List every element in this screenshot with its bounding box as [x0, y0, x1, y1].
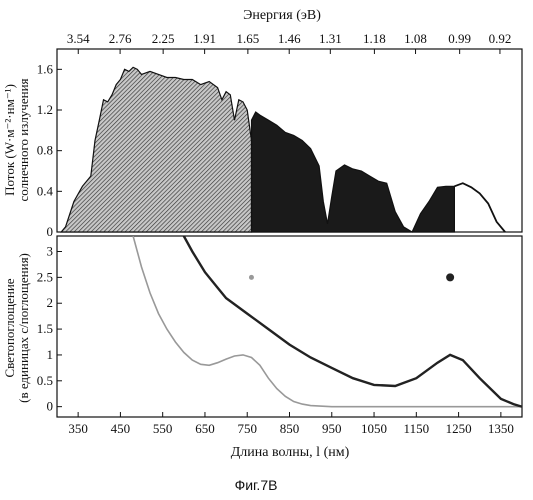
x-tick-label: 1150: [404, 421, 430, 436]
x-tick-label: 1350: [488, 421, 514, 436]
figure-caption: Фиг.7В: [235, 477, 278, 493]
top-tick-label: 0.92: [489, 31, 512, 46]
x-tick-label: 350: [68, 421, 88, 436]
top-tick-label: 0.99: [448, 31, 471, 46]
x-tick-label: 950: [322, 421, 342, 436]
x-tick-label: 650: [195, 421, 215, 436]
bottom-y-tick-label: 1.5: [37, 321, 53, 336]
solar-flux-panel: 0 0.4 0.8 1.2 1.6 Поток (W·м⁻²·нм⁻¹) солнечн…: [2, 49, 522, 239]
bottom-y-tick-label: 1: [47, 347, 54, 362]
top-y-tick-label: 0: [47, 224, 54, 239]
bottom-panel-frame: [57, 236, 522, 417]
top-y-tick-label: 1.2: [37, 102, 53, 117]
bottom-x-ticks: 350 450 550 650 750 850 950 1050 1150 1250 1350: [68, 412, 513, 436]
top-tick-label: 1.08: [404, 31, 427, 46]
bottom-ylabel-line2: (в единицах с/поглощения): [16, 253, 31, 403]
x-tick-label: 550: [153, 421, 173, 436]
top-tick-label: 1.65: [236, 31, 259, 46]
top-tick-label: 1.91: [193, 31, 216, 46]
top-tick-label: 1.46: [278, 31, 301, 46]
x-tick-label: 750: [237, 421, 257, 436]
bottom-y-tick-label: 2.5: [37, 269, 53, 284]
bottom-ylabel-line1: Светопоглощение: [2, 278, 17, 377]
bottom-y-ticks: 0 0.5 1 1.5 2 2.5 3: [37, 244, 62, 414]
bottom-y-tick-label: 0: [47, 399, 54, 414]
x-tick-label: 450: [111, 421, 131, 436]
absorption-line-0: [133, 236, 522, 407]
absorption-panel: 0 0.5 1 1.5 2 2.5 3 350 450 550 650 750 850 950 1050 1…: [2, 236, 522, 436]
solar-line-2: [454, 183, 505, 232]
x-tick-label: 850: [280, 421, 300, 436]
solar-flux-series: [61, 67, 505, 232]
x-tick-label: 1050: [361, 421, 387, 436]
top-y-tick-label: 1.6: [37, 61, 54, 76]
bottom-y-tick-label: 2: [47, 295, 54, 310]
bottom-y-tick-label: 0.5: [37, 373, 53, 388]
top-ylabel-line2: солнечного излучения: [16, 78, 31, 201]
top-axis-ticks: 3.54 2.76 2.25 1.91 1.65 1.46 1.31 1.18 1.08 0.99…: [67, 31, 511, 54]
top-tick-label: 1.18: [363, 31, 386, 46]
top-ylabel-line1: Поток (W·м⁻²·нм⁻¹): [2, 84, 17, 196]
bottom-y-tick-label: 3: [47, 244, 54, 259]
absorption-marker-1: [446, 273, 454, 281]
solar-area-1: [252, 112, 455, 232]
top-y-tick-label: 0.4: [37, 183, 54, 198]
x-axis-title: Длина волны, l (нм): [231, 445, 350, 460]
bottom-y-axis-label: Светопоглощение (в единицах с/поглощения…: [2, 253, 31, 403]
x-tick-label: 1250: [446, 421, 472, 436]
top-y-tick-label: 0.8: [37, 143, 53, 158]
top-tick-label: 2.76: [109, 31, 132, 46]
absorption-series: [133, 236, 522, 407]
solar-area-0: [61, 67, 251, 232]
top-y-axis-label: Поток (W·м⁻²·нм⁻¹) солнечного излучения: [2, 78, 31, 201]
top-axis-title: Энергия (эВ): [243, 8, 321, 23]
top-tick-label: 1.31: [319, 31, 342, 46]
top-tick-label: 2.25: [152, 31, 175, 46]
top-tick-label: 3.54: [67, 31, 90, 46]
absorption-line-1: [184, 236, 522, 407]
absorption-marker-0: [249, 275, 254, 280]
top-y-ticks: 0 0.4 0.8 1.2 1.6: [37, 61, 62, 239]
